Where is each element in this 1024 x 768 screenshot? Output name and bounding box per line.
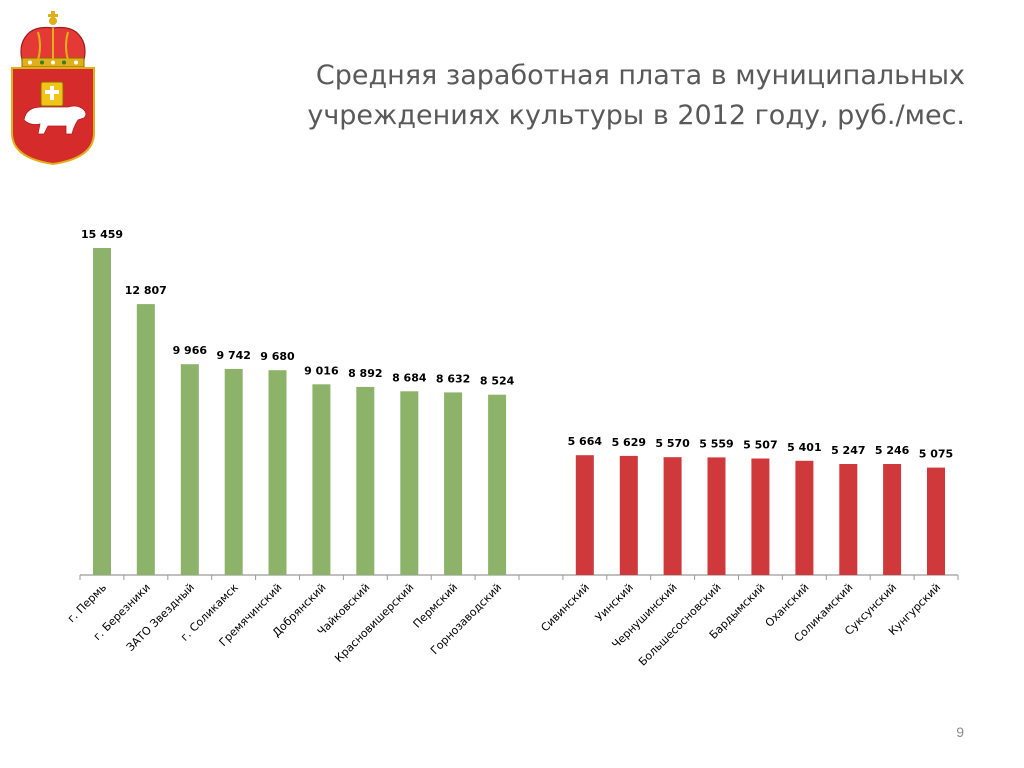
bar [224, 368, 243, 575]
bar [927, 467, 945, 575]
bar-value-label: 5 246 [875, 444, 910, 457]
bar [883, 464, 902, 575]
bar [444, 392, 463, 575]
bar-value-label: 9 742 [216, 349, 250, 362]
bar-value-label: 9 016 [304, 364, 339, 377]
bar [751, 458, 770, 575]
bar-value-label: 8 524 [480, 375, 515, 388]
bar-value-label: 5 664 [568, 435, 603, 448]
bar-value-label: 5 559 [699, 437, 733, 450]
bar-value-label: 5 247 [831, 444, 865, 457]
bar [268, 370, 287, 575]
bar [795, 460, 814, 575]
bar-value-label: 9 966 [173, 344, 208, 357]
bar-value-label: 5 507 [743, 439, 777, 452]
bar-value-label: 8 892 [348, 367, 382, 380]
bar [356, 386, 375, 575]
bar [312, 384, 331, 575]
bar [488, 394, 507, 575]
value-labels-group: 15 459 12 807 9 966 9 742 9 680 9 016 8 892 8 6… [81, 228, 953, 461]
page-number: 9 [956, 724, 964, 740]
bar [839, 464, 858, 575]
bar-value-label: 8 632 [436, 372, 470, 385]
bar-value-label: 9 680 [260, 350, 295, 363]
shield-icon [11, 67, 95, 166]
x-axis-ticks [79, 575, 959, 580]
bar-value-label: 5 075 [919, 448, 953, 461]
category-label: г. Пермь [65, 581, 109, 625]
slide-title-line-1: Средняя заработная плата в муниципальных [315, 60, 965, 91]
bar [180, 364, 199, 575]
bar-value-label: 5 570 [655, 437, 690, 450]
bar-value-label: 8 684 [392, 371, 427, 384]
slide-title-line-2: учреждениях культуры в 2012 году, руб./м… [307, 100, 965, 131]
bar-value-label: 12 807 [125, 284, 167, 297]
bar-value-label: 5 401 [787, 441, 821, 454]
bar [93, 248, 111, 575]
bar [575, 455, 594, 575]
bar-value-label: 5 629 [612, 436, 646, 449]
bar [707, 457, 726, 575]
bar [619, 455, 638, 575]
category-label: Уинский [593, 581, 636, 624]
category-label: Сивинский [538, 581, 591, 634]
bar [136, 304, 155, 575]
bars-group [93, 248, 945, 575]
bar [663, 457, 682, 575]
slide-title: Средняя заработная плата в муниципальных… [250, 56, 965, 136]
bar [400, 391, 419, 575]
perm-krai-coat-of-arms-icon [11, 11, 95, 166]
category-label: Большесосновский [636, 581, 724, 669]
category-label: Красновишерский [332, 581, 416, 665]
bar-value-label: 15 459 [81, 228, 123, 241]
